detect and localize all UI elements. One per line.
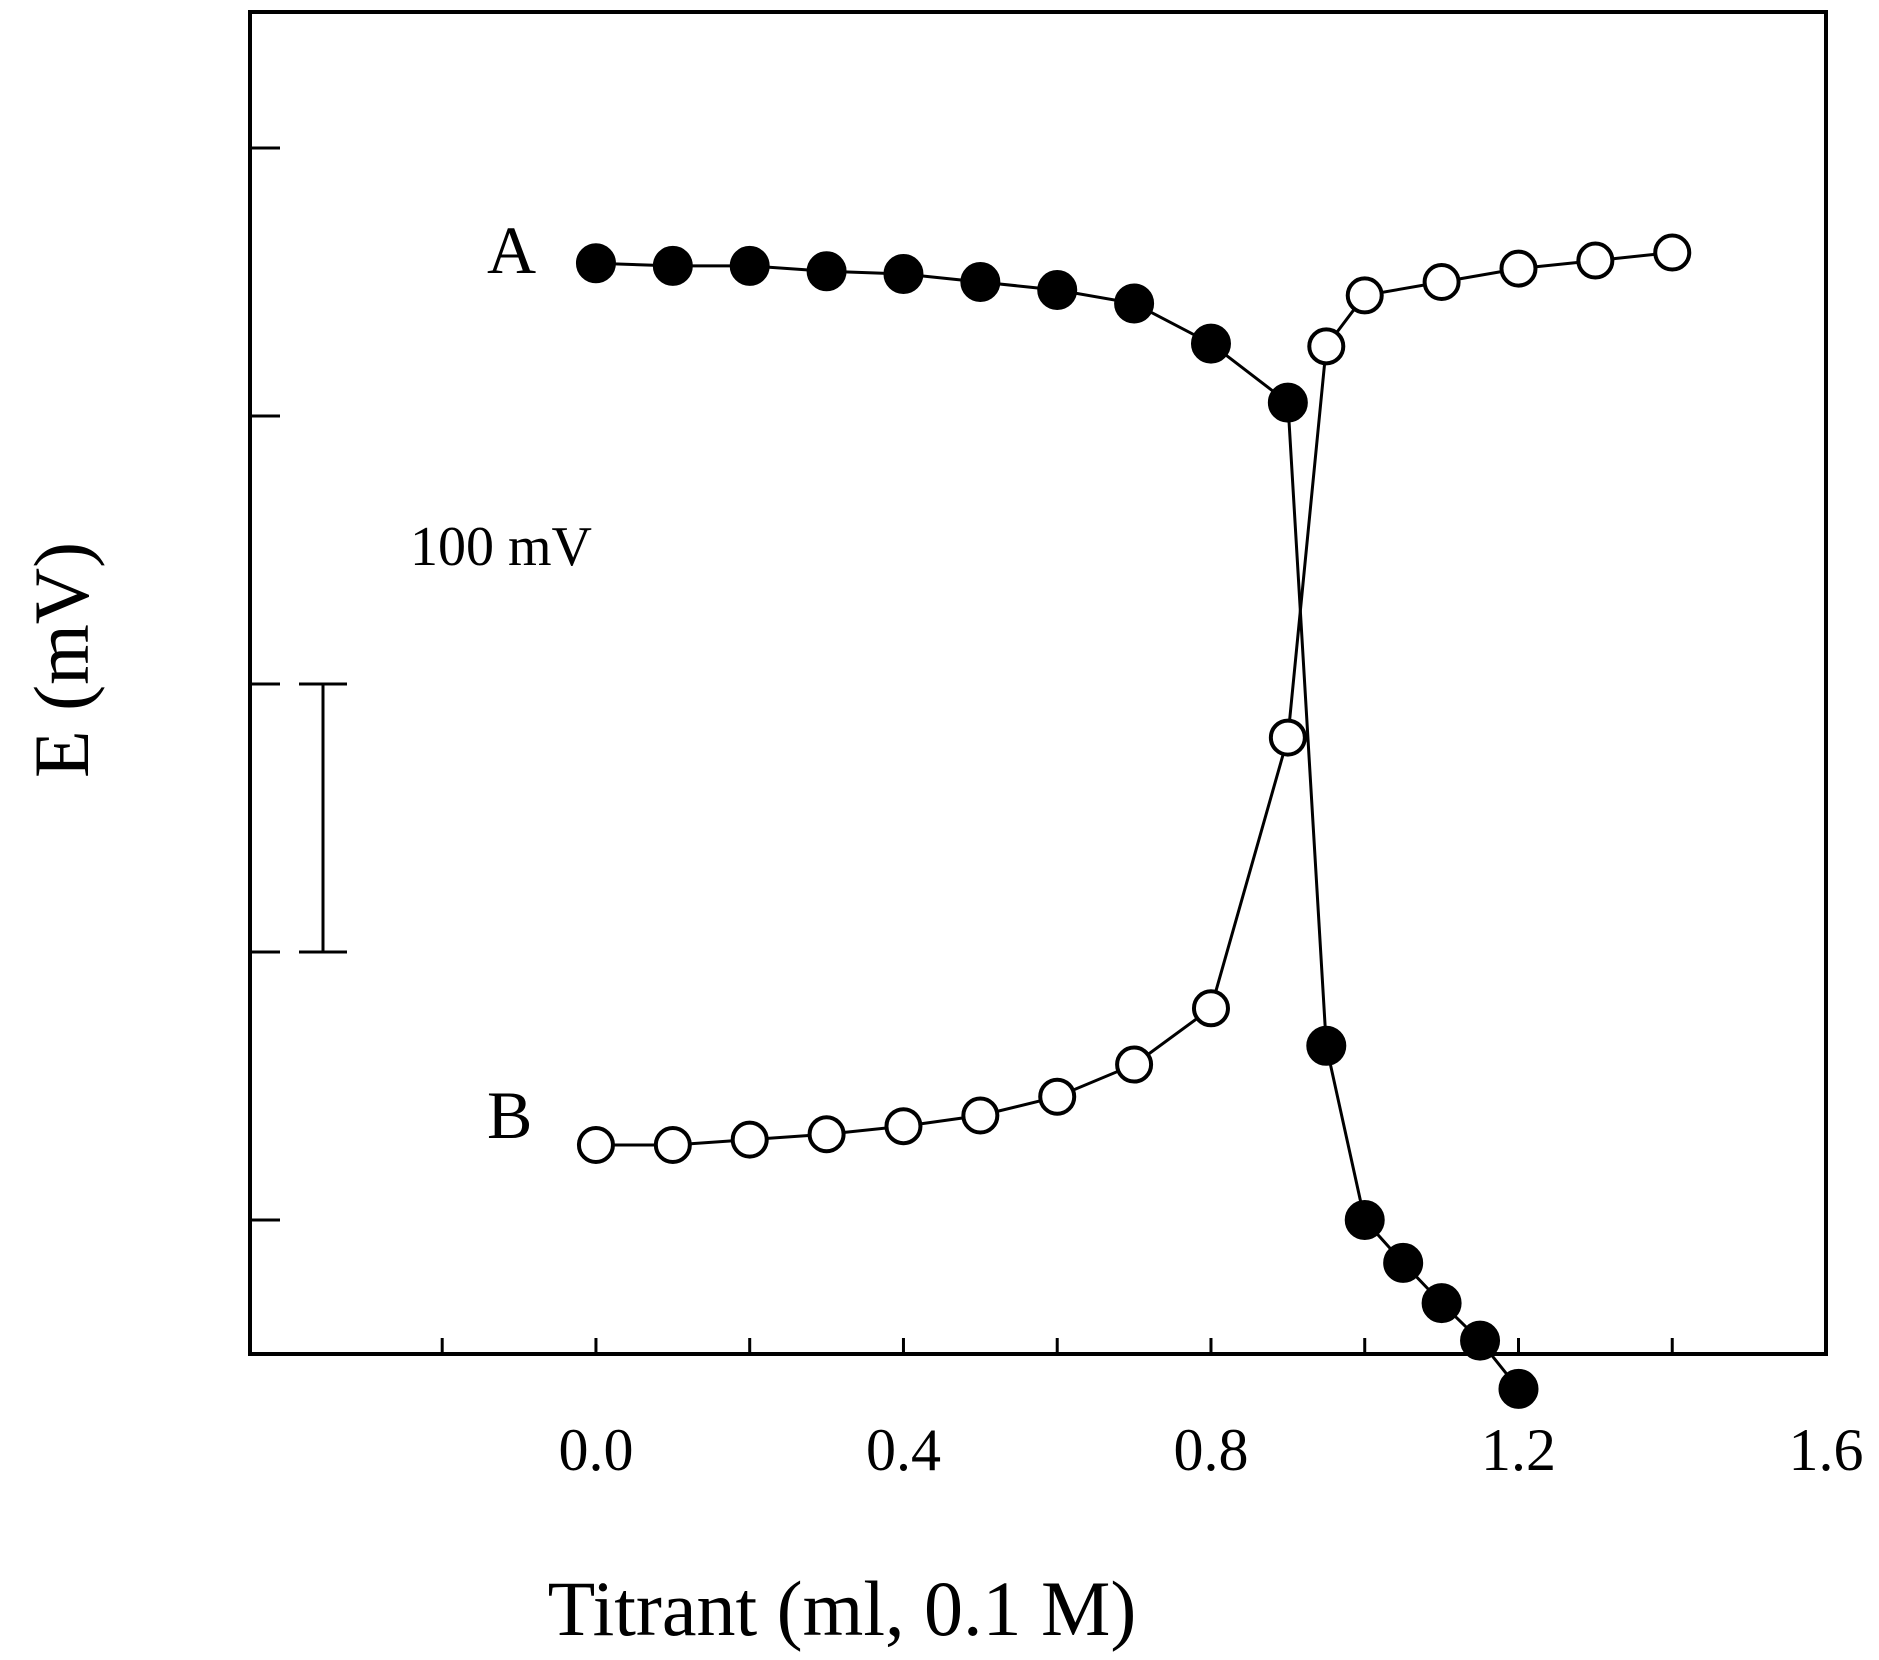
scale-bar-label: 100 mV — [410, 516, 592, 578]
series-line-b — [596, 251, 1673, 1147]
y-axis-title: E (mV) — [18, 542, 105, 778]
data-point-a — [1190, 323, 1231, 364]
series-line-a — [595, 261, 1520, 1390]
data-point-a — [1498, 1368, 1539, 1409]
series-label-a: A — [487, 212, 536, 288]
data-point-a — [1383, 1242, 1424, 1283]
data-point-a — [652, 245, 693, 286]
data-point-b — [1307, 327, 1346, 366]
x-axis-title: Titrant (ml, 0.1 M) — [548, 1565, 1137, 1652]
data-point-b — [1653, 233, 1692, 272]
x-tick-label: 0.8 — [1173, 1417, 1248, 1483]
data-point-a — [575, 243, 616, 284]
data-point-b — [1115, 1045, 1154, 1084]
data-point-b — [1268, 718, 1307, 757]
data-point-a — [729, 245, 770, 286]
x-tick-label: 0.4 — [866, 1417, 941, 1483]
data-point-b — [884, 1107, 923, 1146]
data-point-b — [1038, 1077, 1077, 1116]
scale-bar — [299, 682, 347, 954]
data-point-b — [961, 1096, 1000, 1135]
x-tick-label: 1.6 — [1789, 1417, 1864, 1483]
data-point-b — [730, 1120, 769, 1159]
data-point-a — [806, 251, 847, 292]
data-point-b — [1345, 276, 1384, 315]
data-point-a — [1344, 1200, 1385, 1240]
data-point-b — [1576, 241, 1615, 280]
data-point-b — [576, 1125, 615, 1164]
data-point-a — [1306, 1025, 1347, 1066]
data-point-b — [1422, 263, 1461, 301]
data-point-a — [1114, 283, 1155, 324]
series-label-b: B — [487, 1077, 532, 1153]
data-point-b — [1191, 989, 1230, 1028]
x-axis-ticks: 0.0 0.4 0.8 1.2 1.6 — [440, 1338, 1864, 1483]
data-point-a — [960, 262, 1001, 302]
y-axis-ticks — [250, 146, 280, 1222]
series-points — [575, 233, 1692, 1409]
data-point-b — [653, 1125, 692, 1164]
data-point-b — [807, 1115, 846, 1154]
data-point-a — [1421, 1283, 1462, 1324]
data-point-a — [1037, 270, 1078, 311]
x-tick-label: 0.0 — [558, 1417, 633, 1483]
data-point-b — [1499, 249, 1538, 288]
data-point-a — [883, 253, 924, 294]
x-tick-label: 1.2 — [1481, 1417, 1556, 1483]
data-point-a — [1460, 1320, 1501, 1361]
series-lines — [595, 251, 1673, 1390]
data-point-a — [1267, 382, 1308, 423]
